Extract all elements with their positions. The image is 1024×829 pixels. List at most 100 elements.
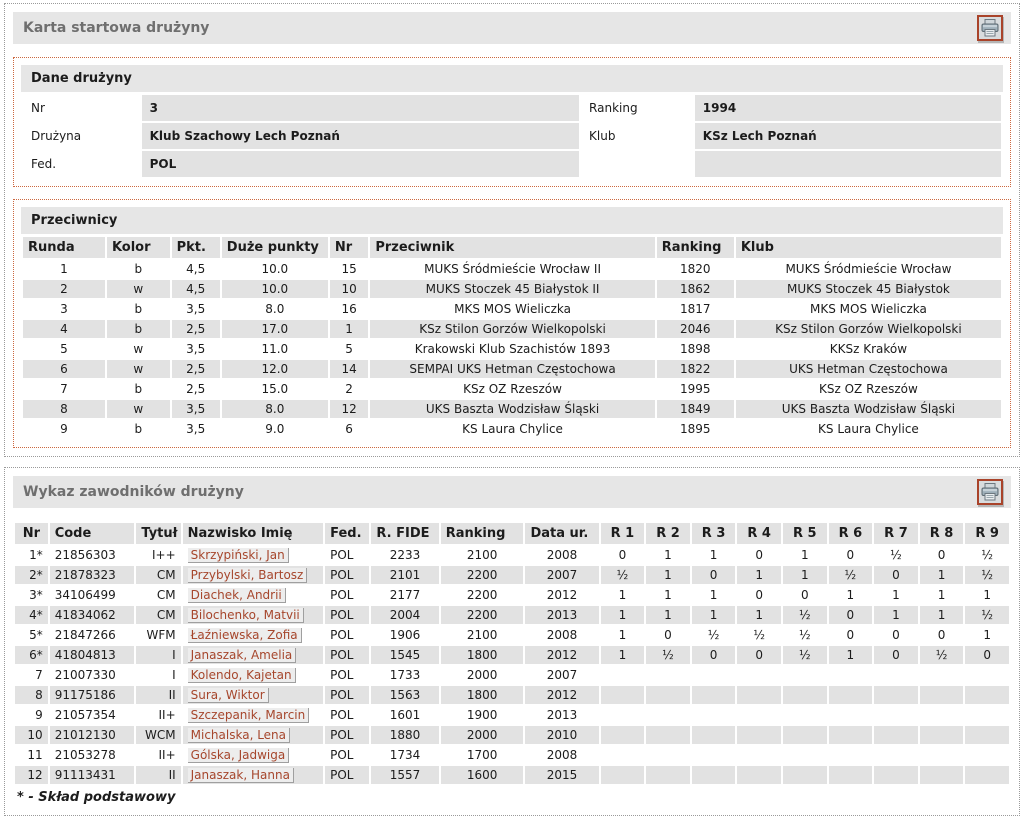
- player-round-result: [919, 686, 964, 704]
- player-round-result: 1: [874, 606, 918, 624]
- column-header: Ranking: [440, 523, 524, 544]
- opponent-row: 1 b 4,5 10.0 15 MUKS Śródmieście Wrocław II 18…: [23, 260, 1001, 278]
- player-round-result: [783, 706, 827, 724]
- player-row: 5* 21847266 WFM Łaźniewska, Zofia POL 1906 210…: [15, 626, 1009, 644]
- player-ranking: 2000: [466, 668, 498, 682]
- player-ranking: 2200: [440, 606, 524, 624]
- cell: 3,5: [171, 400, 220, 418]
- player-name-link[interactable]: Diachek, Andrii: [187, 588, 286, 603]
- cell: 10.0: [261, 262, 289, 276]
- player-round-result: 1: [828, 646, 873, 664]
- player-fed: POL: [325, 686, 370, 704]
- cell: KKSz Kraków: [829, 342, 908, 356]
- column-header: Code: [49, 523, 135, 544]
- player-round-result: ½: [646, 646, 690, 664]
- column-header: Duże punkty: [221, 237, 328, 258]
- player-name-link[interactable]: Łaźniewska, Zofia: [187, 628, 302, 643]
- field-value: [694, 151, 1001, 177]
- printer-icon: [980, 18, 1000, 38]
- player-row: 2* 21878323 CM Przybylski, Bartosz POL 2101 22…: [15, 566, 1009, 584]
- opponents-header-row: Runda Kolor Pkt. Duże punkty Nr Przeciwnik Ran…: [23, 237, 1001, 258]
- player-row: 6* 41804813 I Janaszak, Amelia POL 1545 1800 20…: [15, 646, 1009, 664]
- opponents-table: Runda Kolor Pkt. Duże punkty Nr Przeciwnik Ran…: [21, 235, 1003, 440]
- player-round-result: [829, 746, 873, 764]
- player-fed: POL: [325, 726, 370, 744]
- player-name-cell: Janaszak, Hanna: [182, 766, 324, 784]
- player-round-result: 1: [600, 606, 645, 624]
- player-nr: 3*: [29, 588, 43, 602]
- player-round-result: ½: [600, 566, 645, 584]
- player-name-link[interactable]: Gólska, Jadwiga: [187, 748, 290, 763]
- field-value: Klub Szachowy Lech Poznań: [141, 123, 580, 149]
- column-header: R 7: [874, 523, 918, 544]
- player-round-result: [874, 686, 918, 704]
- cell: 9: [60, 422, 68, 436]
- cell: 1995: [680, 382, 711, 396]
- player-round-result: [828, 726, 873, 744]
- opponent-row: 9 b 3,5 9.0 6 KS Laura Chylice 1895 KS Laura Ch…: [23, 420, 1001, 438]
- player-name-link[interactable]: Michalska, Lena: [187, 728, 291, 743]
- player-round-result: ½: [782, 606, 827, 624]
- player-name-link[interactable]: Skrzypiński, Jan: [187, 548, 289, 563]
- player-name-link[interactable]: Bilochenko, Matvii: [187, 608, 304, 623]
- player-code: 41834062: [49, 606, 135, 624]
- cell: KS Laura Chylice: [462, 422, 563, 436]
- field-label: Drużyna: [23, 123, 140, 149]
- player-name-link[interactable]: Przybylski, Bartosz: [187, 568, 308, 583]
- column-header: Data ur.: [525, 523, 599, 544]
- player-round-result: 1: [737, 606, 781, 624]
- team-card-header: Karta startowa drużyny: [13, 12, 1011, 44]
- column-header: Nr: [15, 523, 48, 544]
- player-name-link[interactable]: Kolendo, Kajetan: [187, 668, 296, 683]
- player-round-result: [646, 746, 690, 764]
- players-header: Wykaz zawodników drużyny: [13, 476, 1011, 508]
- players-header-row: Nr Code Tytuł Nazwisko Imię Fed. R. FIDE Ranki…: [15, 523, 1009, 544]
- player-name-cell: Sura, Wiktor: [182, 686, 324, 704]
- cell: MUKS Śródmieście Wrocław: [785, 262, 952, 276]
- player-round-result: ½: [919, 646, 964, 664]
- cell: UKS Baszta Wodzisław Śląski: [735, 400, 1001, 418]
- player-round-result: 1: [618, 628, 627, 642]
- player-nr: 1*: [29, 548, 43, 562]
- player-round-result: [829, 706, 873, 724]
- players-table: Nr Code Tytuł Nazwisko Imię Fed. R. FIDE Ranki…: [13, 521, 1011, 786]
- field-value: 3: [141, 95, 580, 121]
- player-round-result: [965, 746, 1009, 764]
- player-ranking: 2200: [440, 566, 524, 584]
- player-nr: 2*: [15, 566, 48, 584]
- player-round-result: [646, 706, 690, 724]
- cell: b: [134, 262, 143, 276]
- player-round-result: [692, 666, 736, 684]
- column-header: R 9: [965, 523, 1009, 544]
- print-button[interactable]: [977, 479, 1003, 505]
- player-ranking: 1900: [466, 708, 498, 722]
- player-round-result: ½: [828, 566, 873, 584]
- player-round-result: 0: [874, 566, 918, 584]
- player-fed: POL: [330, 588, 354, 602]
- player-name-link[interactable]: Janaszak, Hanna: [187, 768, 294, 783]
- player-name-link[interactable]: Janaszak, Amelia: [187, 648, 297, 663]
- player-name-link[interactable]: Szczepanik, Marcin: [187, 708, 310, 723]
- player-row: 3* 34106499 CM Diachek, Andrii POL 2177 2200 20…: [15, 586, 1009, 604]
- player-round-result: 1: [618, 588, 627, 602]
- player-round-result: 1: [919, 606, 964, 624]
- cell: 3,5: [186, 422, 206, 436]
- cell: MUKS Stoczek 45 Białystok: [735, 280, 1001, 298]
- player-fed: POL: [330, 708, 354, 722]
- cell: MUKS Stoczek 45 Białystok II: [370, 280, 655, 298]
- column-header: Fed.: [325, 523, 370, 544]
- print-button[interactable]: [977, 15, 1003, 41]
- player-rfide: 2233: [389, 548, 421, 562]
- player-row: 1* 21856303 I++ Skrzypiński, Jan POL 2233 2100…: [15, 546, 1009, 564]
- player-round-result: 1: [600, 646, 645, 664]
- player-round-result: [737, 686, 781, 704]
- player-born: 2010: [525, 726, 599, 744]
- player-round-result: ½: [965, 606, 1009, 624]
- player-round-result: [965, 686, 1009, 704]
- cell: 8: [23, 400, 105, 418]
- cell: 3,5: [186, 302, 206, 316]
- player-rfide: 1734: [389, 748, 421, 762]
- player-name-link[interactable]: Sura, Wiktor: [187, 688, 269, 703]
- player-round-result: 1: [737, 566, 781, 584]
- player-nr: 11: [27, 748, 43, 762]
